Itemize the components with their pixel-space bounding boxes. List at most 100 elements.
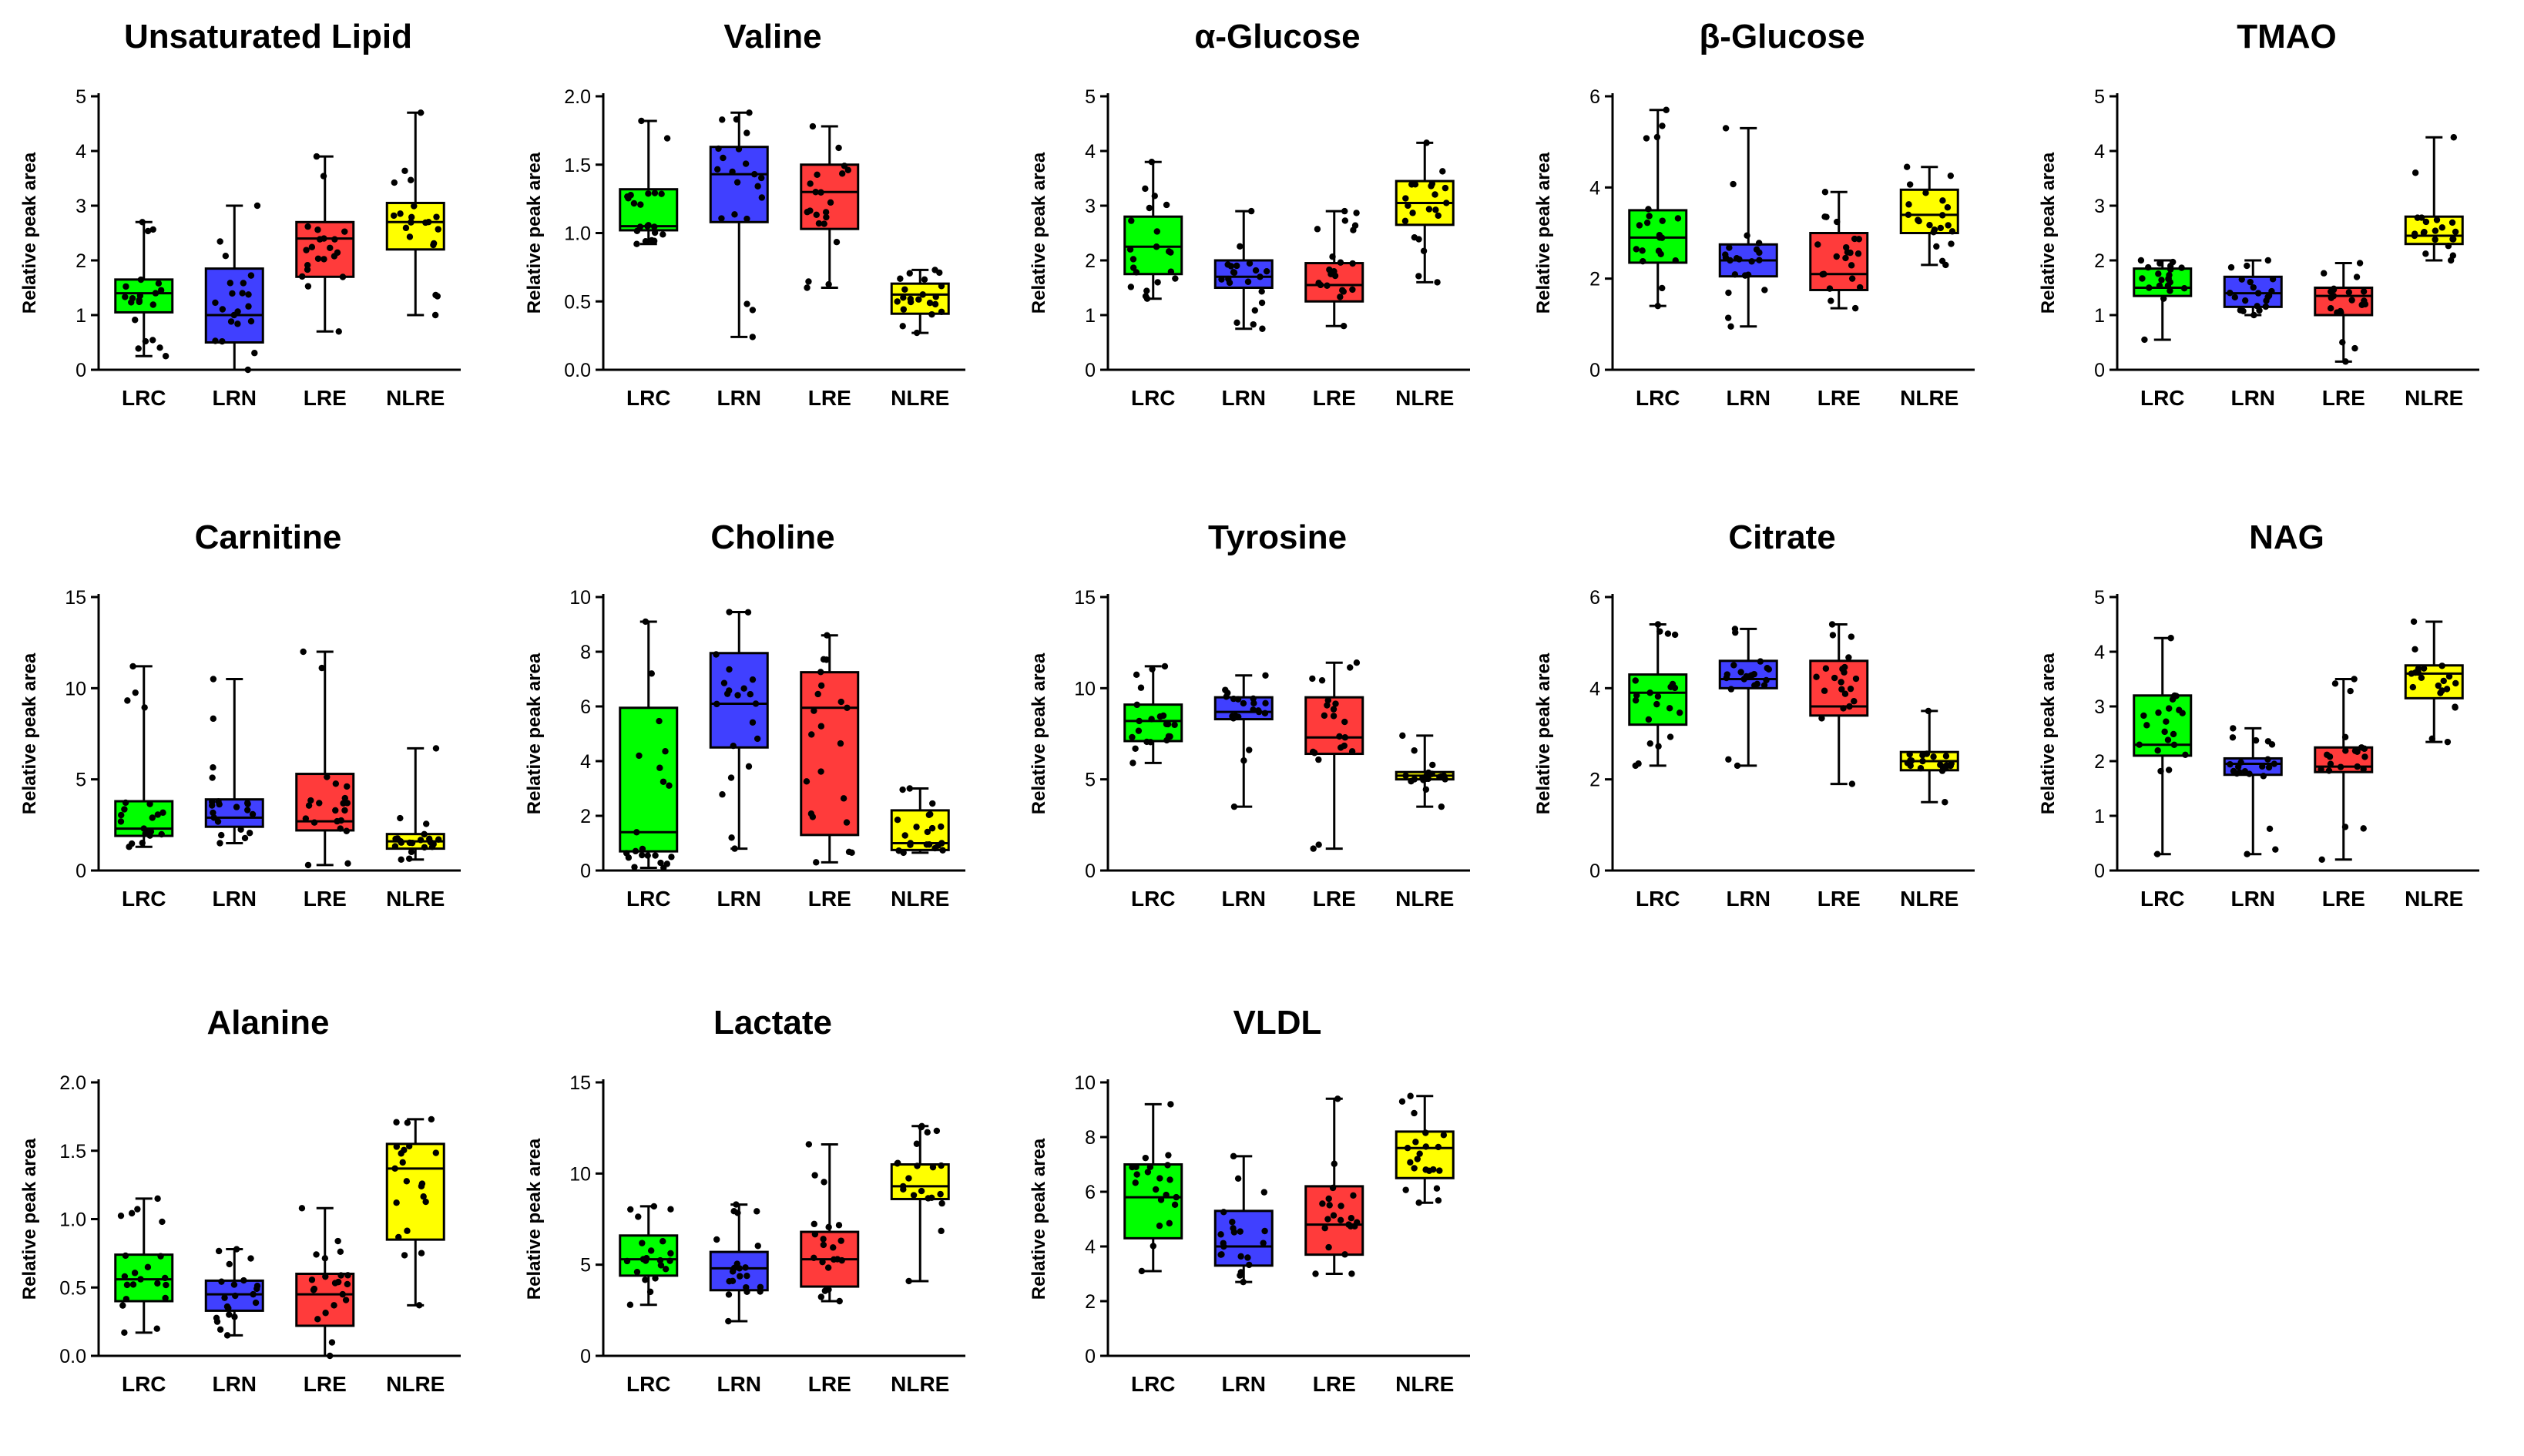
data-point	[1347, 664, 1354, 671]
data-point	[1220, 1240, 1227, 1246]
data-point	[1310, 845, 1317, 852]
x-tick-label: NLRE	[1900, 887, 1958, 911]
data-point	[2330, 285, 2338, 293]
data-point	[1233, 262, 1240, 270]
data-point	[730, 1208, 737, 1215]
data-point	[129, 294, 136, 302]
data-point	[914, 1162, 921, 1169]
data-point	[822, 209, 830, 216]
data-point	[1402, 1186, 1409, 1193]
data-point	[639, 851, 646, 859]
data-point	[1349, 260, 1356, 267]
data-point	[720, 679, 728, 686]
data-point	[137, 276, 145, 283]
y-tick-label: 2	[580, 806, 591, 827]
chart-tmao: TMAO Relative peak area 0 1 2 3 4 5 LRC LRN LRE NLR…	[2038, 18, 2479, 410]
data-point	[1250, 695, 1257, 702]
data-point	[344, 783, 351, 790]
chart-alanine: Alanine Relative peak area 0.0 0.5 1.0 1.5 2.0…	[19, 1004, 461, 1396]
data-point	[743, 1283, 750, 1291]
x-tick-label: LRN	[1221, 386, 1266, 410]
data-point	[808, 731, 815, 738]
data-point	[408, 848, 415, 856]
data-point	[1143, 287, 1150, 294]
x-tick-label: NLRE	[2405, 386, 2463, 410]
chart-title: Carnitine	[195, 518, 342, 556]
x-tick-label: LRN	[1726, 887, 1770, 911]
data-point	[814, 690, 821, 698]
data-point	[638, 117, 645, 125]
data-point	[1132, 1179, 1139, 1186]
y-tick-label: 2	[2094, 751, 2105, 773]
data-point	[1339, 287, 1346, 294]
data-point	[1671, 631, 1679, 639]
box-iqr	[1123, 215, 1183, 276]
data-point	[2265, 763, 2273, 771]
data-point	[423, 820, 430, 827]
data-point	[921, 276, 928, 283]
data-point	[149, 301, 156, 308]
y-tick-label: 6	[1589, 86, 1600, 108]
y-axis-label: Relative peak area	[1533, 653, 1554, 814]
x-tick-label: LRE	[808, 887, 851, 911]
data-point	[1919, 752, 1926, 759]
data-point	[821, 1179, 827, 1186]
data-point	[428, 844, 436, 850]
data-point	[905, 1277, 912, 1285]
y-tick-label: 1	[1085, 305, 1096, 327]
data-point	[813, 859, 820, 866]
data-point	[428, 1115, 435, 1123]
data-point	[667, 1206, 674, 1213]
data-point	[1224, 689, 1231, 696]
data-point	[833, 239, 841, 246]
box-lrc	[1628, 621, 1688, 770]
data-point	[117, 1212, 125, 1219]
data-point	[2452, 679, 2459, 687]
box-lrn	[1213, 1152, 1274, 1286]
data-point	[1261, 1227, 1268, 1235]
data-point	[933, 1127, 941, 1135]
data-point	[929, 1163, 937, 1171]
data-point	[344, 860, 351, 867]
data-point	[1431, 191, 1438, 198]
data-point	[344, 800, 351, 807]
data-point	[844, 704, 851, 711]
y-tick-label: 1	[76, 305, 86, 327]
data-point	[907, 841, 914, 848]
data-point	[344, 1272, 351, 1279]
data-point	[2318, 856, 2325, 863]
data-point	[246, 830, 253, 837]
data-point	[135, 345, 142, 352]
y-tick-label: 0	[2094, 360, 2105, 381]
data-point	[1148, 159, 1156, 166]
data-point	[393, 1143, 401, 1150]
data-point	[735, 146, 743, 153]
data-point	[1838, 686, 1845, 693]
data-point	[2231, 294, 2239, 301]
y-tick-label: 3	[1085, 196, 1096, 217]
data-point	[2237, 307, 2244, 314]
data-point	[2165, 767, 2173, 773]
data-point	[2445, 673, 2453, 680]
data-point	[633, 1268, 641, 1276]
data-point	[2339, 339, 2346, 346]
x-tick-label: NLRE	[891, 386, 949, 410]
data-point	[749, 307, 757, 314]
x-tick-label: LRN	[717, 386, 761, 410]
data-point	[1315, 841, 1322, 848]
data-point	[731, 845, 738, 852]
data-point	[308, 243, 316, 250]
box-nlre	[2404, 134, 2464, 264]
y-tick-label: 0	[1589, 861, 1600, 882]
data-point	[337, 1272, 344, 1279]
data-point	[625, 854, 633, 861]
data-point	[1633, 692, 1640, 699]
chart-unsaturated-lipid: Unsaturated Lipid Relative peak area 0 1 2 3 4…	[19, 18, 461, 410]
box-lrn	[1213, 672, 1274, 810]
data-point	[146, 800, 153, 807]
data-point	[321, 1255, 329, 1262]
y-tick-label: 15	[1074, 587, 1096, 609]
chart-title: Valine	[723, 18, 821, 55]
box-iqr	[1123, 1163, 1183, 1240]
box-nlre	[385, 1115, 445, 1309]
